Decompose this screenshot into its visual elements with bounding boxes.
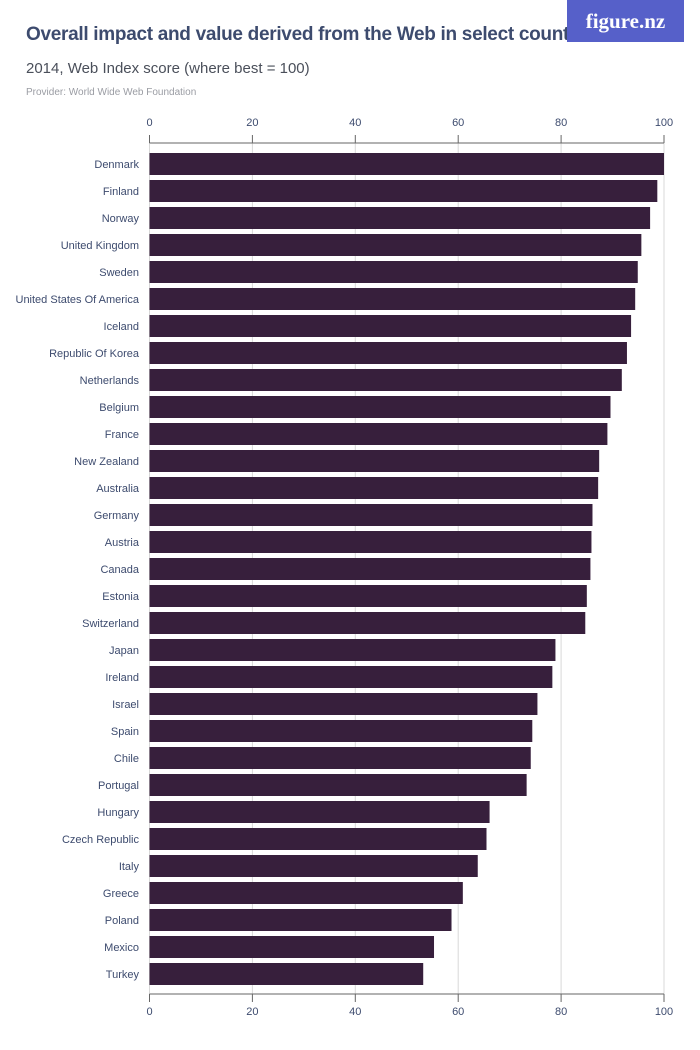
category-label: Australia bbox=[96, 483, 140, 495]
category-label: Ireland bbox=[105, 672, 139, 684]
category-label: Greece bbox=[103, 888, 139, 900]
bar bbox=[149, 936, 435, 958]
bar bbox=[149, 558, 591, 580]
tick-label-bottom: 100 bbox=[655, 1006, 673, 1018]
category-label: Israel bbox=[112, 699, 139, 711]
bar bbox=[149, 720, 533, 742]
bar bbox=[149, 477, 599, 499]
category-label: Portugal bbox=[98, 780, 139, 792]
bar bbox=[149, 828, 487, 850]
bar bbox=[149, 207, 651, 229]
bar bbox=[149, 531, 592, 553]
bar bbox=[149, 153, 664, 175]
bar bbox=[149, 774, 527, 796]
category-label: Iceland bbox=[104, 321, 139, 333]
tick-label-top: 20 bbox=[246, 117, 258, 129]
bar bbox=[149, 288, 636, 310]
category-label: United Kingdom bbox=[61, 240, 139, 252]
provider-text: Provider: World Wide Web Foundation bbox=[26, 87, 197, 98]
category-label: Poland bbox=[105, 915, 139, 927]
tick-label-bottom: 80 bbox=[555, 1006, 567, 1018]
category-label: Republic Of Korea bbox=[49, 348, 140, 360]
bar bbox=[149, 180, 658, 202]
bar bbox=[149, 396, 611, 418]
bar bbox=[149, 639, 556, 661]
category-label: Netherlands bbox=[80, 375, 140, 387]
bar bbox=[149, 882, 463, 904]
tick-label-bottom: 20 bbox=[246, 1006, 258, 1018]
tick-label-top: 100 bbox=[655, 117, 673, 129]
bar bbox=[149, 234, 642, 256]
bar bbox=[149, 450, 600, 472]
bar bbox=[149, 423, 608, 445]
category-label: Austria bbox=[105, 537, 140, 549]
category-label: Hungary bbox=[97, 807, 139, 819]
category-label: Estonia bbox=[102, 591, 140, 603]
category-label: Turkey bbox=[106, 969, 140, 981]
bar bbox=[149, 855, 478, 877]
category-label: Japan bbox=[109, 645, 139, 657]
category-label: United States Of America bbox=[16, 294, 140, 306]
category-label: France bbox=[105, 429, 139, 441]
bar bbox=[149, 342, 627, 364]
category-label: Canada bbox=[100, 564, 139, 576]
bar bbox=[149, 612, 586, 634]
tick-label-bottom: 0 bbox=[146, 1006, 152, 1018]
category-label: Finland bbox=[103, 186, 139, 198]
tick-label-top: 80 bbox=[555, 117, 567, 129]
category-label: Switzerland bbox=[82, 618, 139, 630]
category-label: Germany bbox=[94, 510, 140, 522]
chart-subtitle: 2014, Web Index score (where best = 100) bbox=[26, 60, 310, 77]
bar bbox=[149, 261, 638, 283]
tick-label-top: 0 bbox=[146, 117, 152, 129]
bar bbox=[149, 315, 632, 337]
category-label: Chile bbox=[114, 753, 139, 765]
bar bbox=[149, 666, 553, 688]
tick-label-top: 40 bbox=[349, 117, 361, 129]
bar bbox=[149, 747, 531, 769]
tick-label-top: 60 bbox=[452, 117, 464, 129]
category-label: Norway bbox=[102, 213, 140, 225]
bar bbox=[149, 801, 490, 823]
category-label: Italy bbox=[119, 861, 140, 873]
category-label: Czech Republic bbox=[62, 834, 140, 846]
bar bbox=[149, 504, 593, 526]
category-label: Spain bbox=[111, 726, 139, 738]
tick-label-bottom: 60 bbox=[452, 1006, 464, 1018]
category-label: New Zealand bbox=[74, 456, 139, 468]
bar bbox=[149, 909, 452, 931]
chart-title: Overall impact and value derived from th… bbox=[26, 24, 602, 45]
bar bbox=[149, 963, 424, 985]
category-label: Sweden bbox=[99, 267, 139, 279]
figure-nz-logo[interactable]: figure.nz bbox=[567, 0, 684, 42]
bar bbox=[149, 369, 622, 391]
tick-label-bottom: 40 bbox=[349, 1006, 361, 1018]
bar bbox=[149, 693, 538, 715]
category-label: Denmark bbox=[94, 159, 139, 171]
bar bbox=[149, 585, 587, 607]
category-label: Mexico bbox=[104, 942, 139, 954]
category-label: Belgium bbox=[99, 402, 139, 414]
